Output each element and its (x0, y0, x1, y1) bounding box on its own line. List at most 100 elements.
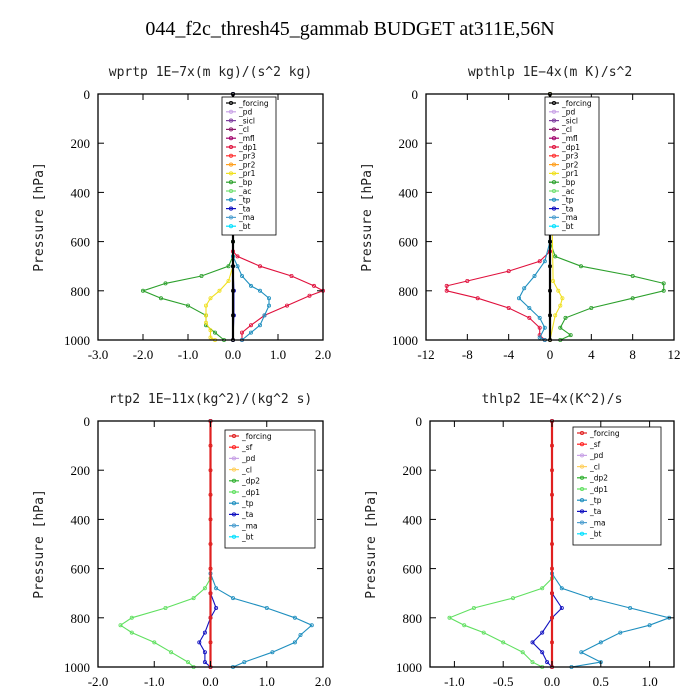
legend-marker (228, 180, 234, 185)
data-point (510, 596, 515, 601)
legend-entry: _bp (561, 178, 576, 187)
data-point (226, 278, 231, 283)
data-point (208, 566, 213, 571)
legend-entry: _pr3 (561, 152, 579, 161)
x-tick-label: 0.0 (225, 347, 241, 362)
legend-marker (228, 188, 234, 194)
y-tick-label: 200 (71, 463, 91, 478)
data-point (471, 606, 476, 611)
legend-marker (579, 475, 585, 480)
data-point (462, 623, 467, 628)
data-point (292, 640, 297, 645)
x-tick-label: 12 (668, 347, 681, 362)
panel-title: rtp2 1E−11x(kg^2)/(kg^2 s) (109, 392, 313, 407)
legend-box (572, 426, 662, 546)
legend-marker (231, 501, 237, 506)
legend-marker (579, 430, 585, 436)
x-tick-label: -3.0 (88, 347, 109, 362)
data-point (559, 586, 564, 591)
legend-marker (228, 109, 234, 114)
data-point (129, 615, 134, 620)
legend-entry: _pr3 (238, 152, 256, 161)
data-point (203, 320, 208, 325)
legend: _forcing _sf _pd _cl _dp2 _dp1 _tp _ta _ma _bt (224, 429, 316, 549)
x-tick-label: -12 (417, 347, 434, 362)
x-tick-label: 8 (629, 347, 636, 362)
y-tick-label: 0 (416, 414, 423, 429)
legend-marker (551, 215, 557, 220)
data-point (309, 623, 314, 628)
legend-marker (228, 100, 234, 106)
data-point (542, 259, 547, 264)
data-point (540, 630, 545, 635)
legend-entry: _ta (238, 204, 250, 213)
series-line-dp1 (446, 94, 551, 341)
legend-entry: _ta (589, 507, 601, 516)
x-tick-label: 4 (588, 347, 595, 362)
legend-entry: _bt (241, 533, 254, 542)
legend-marker (228, 136, 234, 141)
data-point (537, 315, 542, 320)
legend-entry: _pr1 (238, 169, 256, 178)
data-point (266, 303, 271, 308)
data-point (550, 443, 555, 448)
legend-marker (228, 144, 234, 150)
data-point (266, 296, 271, 301)
legend-marker (228, 197, 234, 202)
data-point (199, 273, 204, 278)
data-point (530, 660, 535, 665)
data-point (520, 650, 525, 655)
y-tick-label: 600 (71, 235, 91, 250)
data-point (444, 288, 449, 293)
y-tick-label: 200 (399, 136, 419, 151)
data-point (230, 239, 235, 244)
data-point (289, 273, 294, 278)
y-tick-label: 0 (84, 87, 91, 102)
data-point (537, 335, 542, 340)
x-tick-label: -1.0 (178, 347, 199, 362)
data-point (568, 333, 573, 338)
legend-entry: _sf (241, 443, 253, 452)
x-tick-label: 1.0 (259, 674, 275, 689)
legend-entry: _pr2 (238, 160, 256, 169)
data-point (208, 468, 213, 473)
legend-marker (551, 100, 557, 106)
data-point (202, 586, 207, 591)
y-tick-label: 1000 (392, 333, 418, 348)
legend-entry: _ma (241, 521, 258, 530)
legend-marker (551, 180, 557, 185)
legend-marker (551, 109, 557, 114)
y-axis-label: Pressure [hPa] (360, 162, 375, 272)
data-point (506, 269, 511, 274)
data-point (191, 596, 196, 601)
data-point (140, 288, 145, 293)
data-point (618, 630, 623, 635)
data-point (248, 323, 253, 328)
legend-entry: _tp (589, 496, 602, 505)
data-point (257, 288, 262, 293)
data-point (202, 630, 207, 635)
data-point (551, 278, 556, 283)
data-point (506, 305, 511, 310)
data-point (185, 303, 190, 308)
legend-entry: _pd (589, 451, 604, 460)
data-point (661, 288, 666, 293)
data-point (230, 264, 235, 269)
legend-marker (231, 512, 237, 517)
x-tick-label: -4 (503, 347, 514, 362)
data-point (550, 591, 555, 596)
data-point (447, 615, 452, 620)
data-point (214, 606, 219, 611)
legend-marker (551, 127, 557, 132)
legend-entry: _sf (589, 440, 601, 449)
y-tick-label: 1000 (64, 660, 90, 675)
y-tick-label: 400 (71, 512, 91, 527)
x-tick-label: 0.0 (202, 674, 218, 689)
data-point (163, 606, 168, 611)
legend-entry: _ma (238, 213, 255, 222)
data-point (208, 296, 213, 301)
x-tick-label: -2.0 (88, 674, 109, 689)
legend-entry: _forcing (589, 429, 620, 438)
legend-entry: _pr2 (561, 160, 579, 169)
